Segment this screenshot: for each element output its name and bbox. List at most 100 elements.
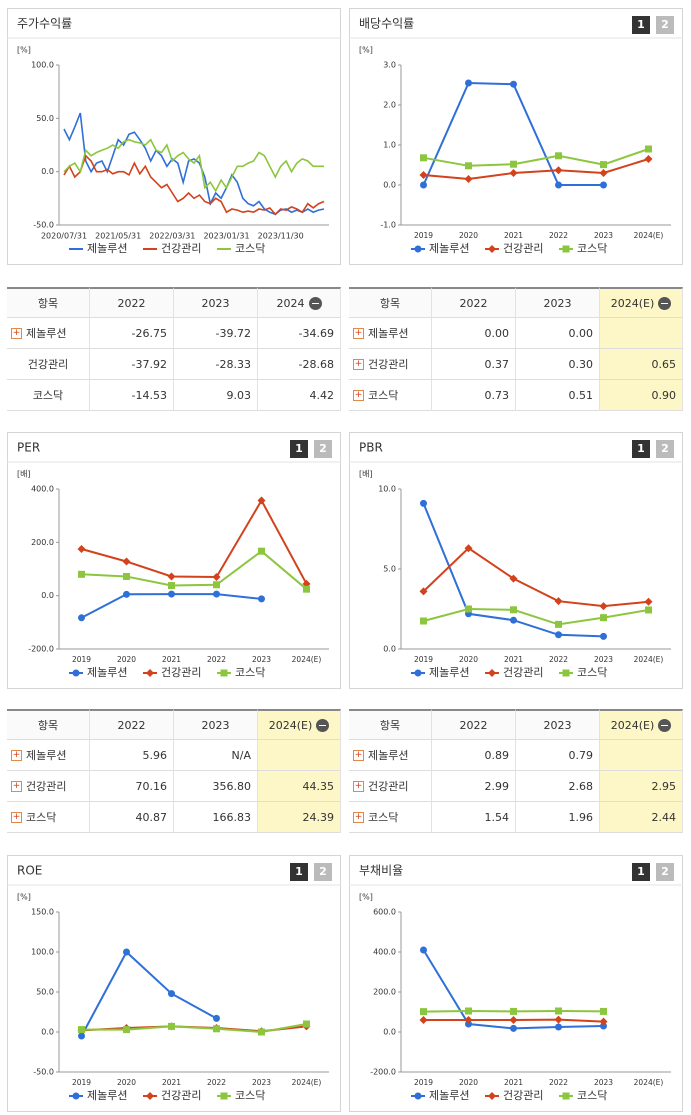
cell-text: 코스닥 xyxy=(26,811,57,824)
panel-title: PER xyxy=(17,441,40,455)
marker xyxy=(419,171,428,179)
y-tick-label: 2.0 xyxy=(383,101,396,110)
table-header: 2022 xyxy=(432,287,516,318)
tab-button[interactable] xyxy=(290,863,308,881)
series-line xyxy=(63,138,324,193)
expand-button[interactable]: + xyxy=(353,811,364,823)
x-tick-label: 2022/03/31 xyxy=(149,232,195,241)
marker xyxy=(419,587,428,596)
table-cell: + 코스닥 xyxy=(349,802,432,833)
marker xyxy=(168,582,175,590)
marker xyxy=(465,79,472,87)
y-tick-label: 100.0 xyxy=(31,948,54,957)
table-cell: 0.79 xyxy=(516,740,600,771)
expand-button[interactable]: + xyxy=(353,389,364,401)
marker xyxy=(212,572,221,581)
marker xyxy=(78,614,85,622)
marker xyxy=(600,632,607,640)
y-tick-label: 0.0 xyxy=(41,591,54,600)
cell-text: 2023 xyxy=(201,296,230,310)
x-tick-label: 2020 xyxy=(117,655,136,664)
collapse-button[interactable] xyxy=(658,718,672,732)
x-tick-label: 2024(E) xyxy=(634,231,664,240)
y-tick-label: -200.0 xyxy=(370,1068,396,1077)
cell-text: 44.35 xyxy=(302,779,335,793)
x-tick-label: 2020 xyxy=(459,655,478,664)
table-cell: 0.73 xyxy=(432,380,516,411)
marker xyxy=(645,606,652,614)
marker xyxy=(258,595,265,603)
cell-text: 항목 xyxy=(379,719,401,732)
marker xyxy=(168,590,175,598)
legend-label: 코스닥 xyxy=(235,666,265,679)
expand-button[interactable]: + xyxy=(11,811,22,823)
tab-button[interactable] xyxy=(314,863,332,881)
expand-button[interactable]: + xyxy=(353,327,364,339)
marker xyxy=(562,245,570,253)
marker xyxy=(488,669,496,677)
tab-button[interactable] xyxy=(656,16,674,34)
marker xyxy=(562,669,570,677)
table-cell: 0.00 xyxy=(432,318,516,349)
expand-button[interactable]: + xyxy=(11,749,22,761)
collapse-button[interactable] xyxy=(308,296,322,310)
panel-title: 주가수익률 xyxy=(17,17,72,31)
table-cell: -37.92 xyxy=(90,349,174,380)
series-line xyxy=(81,549,308,590)
marker xyxy=(303,585,310,593)
table-cell: 0.90 xyxy=(600,380,683,411)
y-tick-label: -1.0 xyxy=(380,221,396,230)
x-tick-label: 2019 xyxy=(72,1078,91,1087)
x-tick-label: 2024(E) xyxy=(634,655,664,664)
expand-button[interactable]: + xyxy=(353,749,364,761)
collapse-button[interactable] xyxy=(316,718,330,732)
y-tick-label: -200.0 xyxy=(28,645,54,654)
table-cell: 4.42 xyxy=(258,380,341,411)
tab-button[interactable] xyxy=(290,440,308,458)
table-cell: 0.51 xyxy=(516,380,600,411)
panel xyxy=(7,855,341,1112)
cell-text: 코스닥 xyxy=(368,389,399,402)
x-tick-label: 2021 xyxy=(162,655,181,664)
x-tick-label: 2022 xyxy=(549,655,568,664)
tab-button[interactable] xyxy=(632,16,650,34)
y-tick-label: 10.0 xyxy=(378,485,396,494)
table-header: 2024(E) xyxy=(600,709,683,740)
marker xyxy=(510,1024,517,1032)
cell-text: 0.79 xyxy=(568,748,594,762)
marker xyxy=(420,154,427,162)
marker xyxy=(599,1017,608,1026)
x-tick-label: 2021 xyxy=(504,655,523,664)
expand-button[interactable]: + xyxy=(353,358,364,370)
legend-label: 코스닥 xyxy=(577,666,607,679)
marker xyxy=(167,572,176,581)
tab-button[interactable] xyxy=(632,863,650,881)
table-cell xyxy=(600,318,683,349)
tab-button[interactable] xyxy=(656,863,674,881)
x-tick-label: 2021 xyxy=(504,1078,523,1087)
expand-button[interactable]: + xyxy=(353,780,364,792)
cell-text: 제놀루션 xyxy=(368,749,409,762)
expand-button[interactable]: + xyxy=(11,780,22,792)
marker xyxy=(464,175,473,183)
cell-text: 건강관리 xyxy=(368,358,409,371)
table-cell: + 건강관리 xyxy=(349,349,432,380)
cell-text: 70.16 xyxy=(135,779,168,793)
cell-text: 항목 xyxy=(379,297,401,310)
table-header: 2024(E) xyxy=(600,287,683,318)
tab-button[interactable] xyxy=(314,440,332,458)
marker xyxy=(509,574,518,583)
tab-button[interactable] xyxy=(632,440,650,458)
x-tick-label: 2021 xyxy=(162,1078,181,1087)
expand-button[interactable]: + xyxy=(11,327,22,339)
legend-label: 코스닥 xyxy=(577,242,607,255)
collapse-button[interactable] xyxy=(658,296,672,310)
legend-label: 제놀루션 xyxy=(429,1089,469,1102)
marker xyxy=(419,1016,428,1024)
marker xyxy=(465,162,472,170)
tab-button[interactable] xyxy=(656,440,674,458)
tab-label: 2 xyxy=(661,865,669,878)
y-tick-label: 0.0 xyxy=(383,645,396,654)
marker xyxy=(600,161,607,169)
marker xyxy=(414,1092,422,1100)
